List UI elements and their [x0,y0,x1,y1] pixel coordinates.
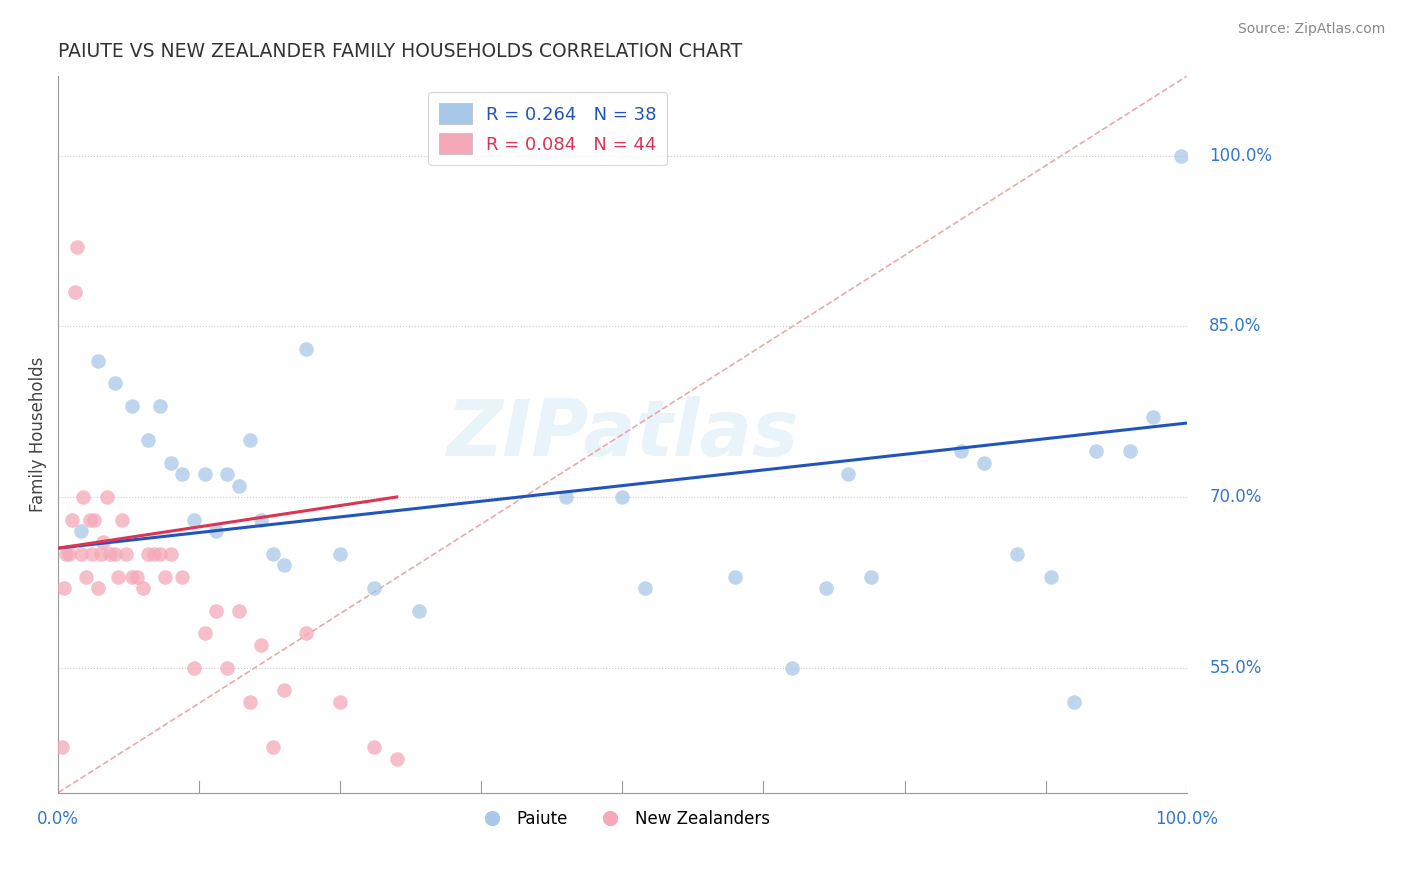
Point [1007,547,1029,561]
Point [98,547,121,561]
Legend: Paiute, New Zealanders: Paiute, New Zealanders [468,803,776,835]
Text: 85.0%: 85.0% [1209,318,1261,335]
Point [262,740,284,755]
Point [814,581,837,595]
Point [973,456,995,470]
Point [127,569,149,583]
Point [949,444,972,458]
Text: 70.0%: 70.0% [1209,488,1261,506]
Point [96,490,118,504]
Point [55,547,77,561]
Point [194,467,217,482]
Point [132,581,155,595]
Point [408,604,430,618]
Point [273,558,295,573]
Point [91,535,114,549]
Point [363,740,385,755]
Point [363,581,385,595]
Point [83,513,105,527]
Point [250,638,273,652]
Point [172,569,194,583]
Text: ZIPatlas: ZIPatlas [446,396,799,473]
Point [149,547,172,561]
Text: 100.0%: 100.0% [1156,810,1218,828]
Point [121,399,143,413]
Point [194,626,217,640]
Point [183,513,205,527]
Point [107,569,129,583]
Point [121,569,143,583]
Point [52,581,75,595]
Point [262,547,284,561]
Text: 100.0%: 100.0% [1209,147,1272,165]
Point [295,626,318,640]
Text: Source: ZipAtlas.com: Source: ZipAtlas.com [1237,22,1385,37]
Point [143,547,166,561]
Point [239,433,262,447]
Text: 0.0%: 0.0% [37,810,79,828]
Point [66,240,89,254]
Point [69,547,91,561]
Point [273,683,295,698]
Point [250,513,273,527]
Point [60,513,83,527]
Point [104,547,127,561]
Point [75,569,97,583]
Point [329,547,352,561]
Point [138,433,160,447]
Point [172,467,194,482]
Point [1085,444,1108,458]
Point [86,581,108,595]
Point [160,547,183,561]
Point [79,513,101,527]
Point [555,490,578,504]
Point [217,660,239,674]
Point [51,740,73,755]
Point [859,569,882,583]
Point [63,285,86,300]
Point [205,604,228,618]
Point [104,376,127,391]
Point [149,399,172,413]
Point [239,695,262,709]
Point [1170,149,1192,163]
Point [724,569,747,583]
Point [295,342,318,356]
Point [80,547,103,561]
Point [160,456,183,470]
Point [385,751,408,765]
Y-axis label: Family Households: Family Households [30,357,46,512]
Point [138,547,160,561]
Text: PAIUTE VS NEW ZEALANDER FAMILY HOUSEHOLDS CORRELATION CHART: PAIUTE VS NEW ZEALANDER FAMILY HOUSEHOLD… [58,42,742,61]
Point [111,513,134,527]
Point [1063,695,1085,709]
Point [58,547,80,561]
Point [634,581,657,595]
Point [217,467,239,482]
Point [86,353,108,368]
Point [72,490,94,504]
Point [183,660,205,674]
Text: 55.0%: 55.0% [1209,658,1261,676]
Point [228,478,250,492]
Point [612,490,634,504]
Point [90,547,112,561]
Point [1040,569,1063,583]
Point [329,695,352,709]
Point [1119,444,1142,458]
Point [228,604,250,618]
Point [837,467,859,482]
Point [780,660,803,674]
Point [1142,410,1164,425]
Point [155,569,177,583]
Point [69,524,91,538]
Point [115,547,138,561]
Point [205,524,228,538]
